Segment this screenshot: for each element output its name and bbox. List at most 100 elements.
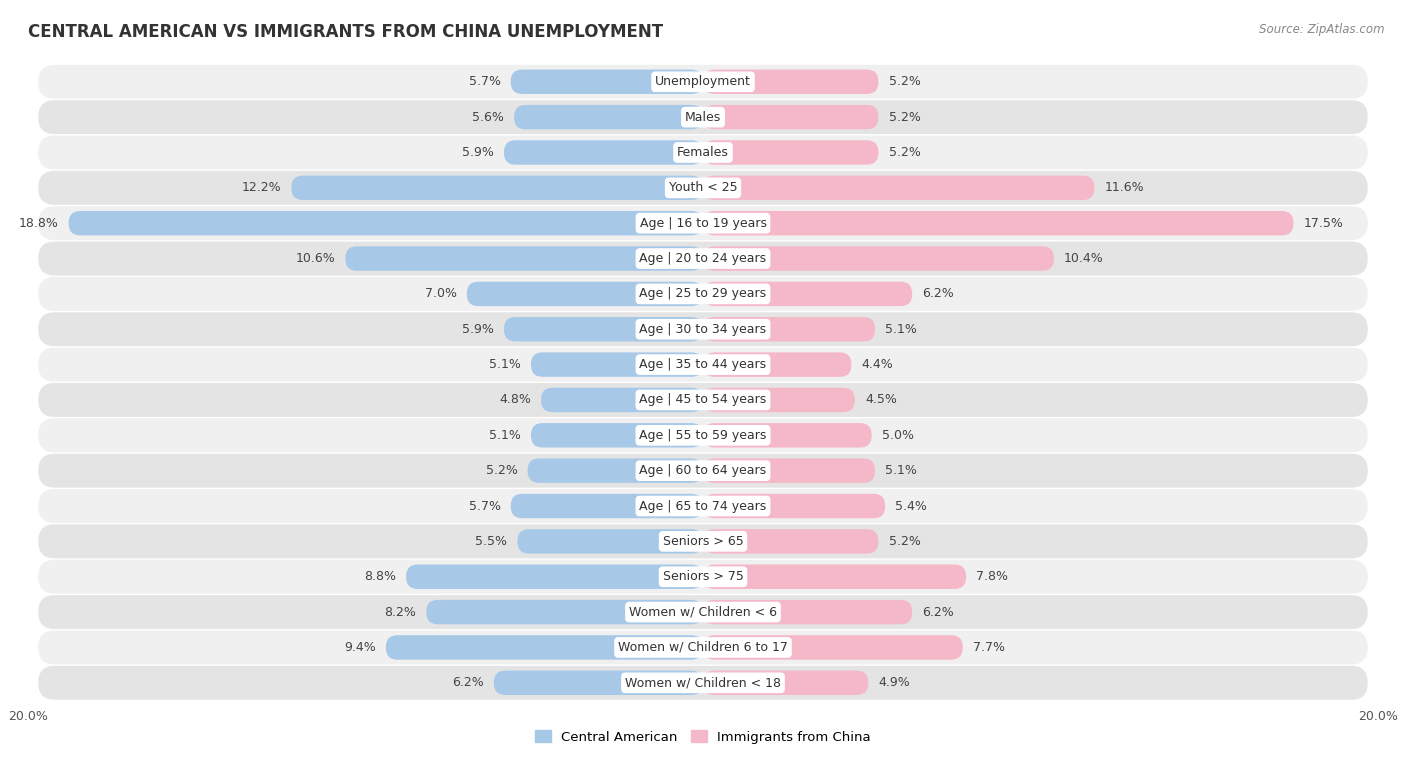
FancyBboxPatch shape	[38, 383, 1368, 417]
Text: 5.6%: 5.6%	[472, 111, 503, 123]
Text: 6.2%: 6.2%	[922, 288, 955, 301]
FancyBboxPatch shape	[703, 140, 879, 165]
FancyBboxPatch shape	[38, 631, 1368, 665]
FancyBboxPatch shape	[541, 388, 703, 412]
FancyBboxPatch shape	[38, 453, 1368, 488]
Text: 9.4%: 9.4%	[344, 641, 375, 654]
Text: 5.5%: 5.5%	[475, 535, 508, 548]
FancyBboxPatch shape	[703, 353, 852, 377]
FancyBboxPatch shape	[38, 136, 1368, 170]
Text: 10.6%: 10.6%	[295, 252, 335, 265]
FancyBboxPatch shape	[531, 423, 703, 447]
FancyBboxPatch shape	[503, 317, 703, 341]
FancyBboxPatch shape	[531, 353, 703, 377]
FancyBboxPatch shape	[503, 140, 703, 165]
FancyBboxPatch shape	[38, 206, 1368, 240]
FancyBboxPatch shape	[703, 529, 879, 553]
Text: CENTRAL AMERICAN VS IMMIGRANTS FROM CHINA UNEMPLOYMENT: CENTRAL AMERICAN VS IMMIGRANTS FROM CHIN…	[28, 23, 664, 41]
FancyBboxPatch shape	[703, 459, 875, 483]
FancyBboxPatch shape	[38, 313, 1368, 346]
Text: Age | 55 to 59 years: Age | 55 to 59 years	[640, 428, 766, 442]
Text: 7.7%: 7.7%	[973, 641, 1005, 654]
FancyBboxPatch shape	[703, 70, 879, 94]
Text: 5.1%: 5.1%	[489, 428, 520, 442]
FancyBboxPatch shape	[38, 419, 1368, 452]
Text: Women w/ Children 6 to 17: Women w/ Children 6 to 17	[619, 641, 787, 654]
Text: 5.2%: 5.2%	[485, 464, 517, 477]
FancyBboxPatch shape	[703, 211, 1294, 235]
FancyBboxPatch shape	[703, 105, 879, 129]
Text: 5.7%: 5.7%	[468, 75, 501, 89]
FancyBboxPatch shape	[703, 635, 963, 659]
Text: 4.9%: 4.9%	[879, 676, 910, 690]
FancyBboxPatch shape	[346, 246, 703, 271]
Text: 5.1%: 5.1%	[886, 322, 917, 336]
Text: Age | 30 to 34 years: Age | 30 to 34 years	[640, 322, 766, 336]
Text: Age | 25 to 29 years: Age | 25 to 29 years	[640, 288, 766, 301]
Text: Source: ZipAtlas.com: Source: ZipAtlas.com	[1260, 23, 1385, 36]
Text: Age | 20 to 24 years: Age | 20 to 24 years	[640, 252, 766, 265]
FancyBboxPatch shape	[703, 317, 875, 341]
FancyBboxPatch shape	[406, 565, 703, 589]
Text: Women w/ Children < 18: Women w/ Children < 18	[626, 676, 780, 690]
FancyBboxPatch shape	[517, 529, 703, 553]
Text: 10.4%: 10.4%	[1064, 252, 1104, 265]
FancyBboxPatch shape	[515, 105, 703, 129]
Text: 4.4%: 4.4%	[862, 358, 893, 371]
FancyBboxPatch shape	[291, 176, 703, 200]
Text: 5.2%: 5.2%	[889, 75, 921, 89]
FancyBboxPatch shape	[467, 282, 703, 306]
Text: Age | 16 to 19 years: Age | 16 to 19 years	[640, 217, 766, 229]
FancyBboxPatch shape	[38, 171, 1368, 205]
Text: Women w/ Children < 6: Women w/ Children < 6	[628, 606, 778, 618]
FancyBboxPatch shape	[494, 671, 703, 695]
Text: 5.9%: 5.9%	[463, 322, 494, 336]
FancyBboxPatch shape	[38, 347, 1368, 382]
Text: 18.8%: 18.8%	[18, 217, 59, 229]
FancyBboxPatch shape	[703, 423, 872, 447]
Text: Age | 35 to 44 years: Age | 35 to 44 years	[640, 358, 766, 371]
Text: 6.2%: 6.2%	[922, 606, 955, 618]
FancyBboxPatch shape	[38, 489, 1368, 523]
Text: 5.0%: 5.0%	[882, 428, 914, 442]
Text: 5.1%: 5.1%	[489, 358, 520, 371]
Text: 7.8%: 7.8%	[976, 570, 1008, 583]
Text: Females: Females	[678, 146, 728, 159]
FancyBboxPatch shape	[426, 600, 703, 625]
FancyBboxPatch shape	[703, 494, 886, 519]
Text: Seniors > 65: Seniors > 65	[662, 535, 744, 548]
Text: 5.2%: 5.2%	[889, 146, 921, 159]
Text: 4.5%: 4.5%	[865, 394, 897, 407]
FancyBboxPatch shape	[527, 459, 703, 483]
FancyBboxPatch shape	[510, 70, 703, 94]
Text: 7.0%: 7.0%	[425, 288, 457, 301]
FancyBboxPatch shape	[703, 246, 1054, 271]
Text: Age | 60 to 64 years: Age | 60 to 64 years	[640, 464, 766, 477]
Text: 17.5%: 17.5%	[1303, 217, 1344, 229]
FancyBboxPatch shape	[385, 635, 703, 659]
Text: 5.2%: 5.2%	[889, 535, 921, 548]
FancyBboxPatch shape	[38, 241, 1368, 276]
FancyBboxPatch shape	[38, 666, 1368, 699]
Text: 5.1%: 5.1%	[886, 464, 917, 477]
FancyBboxPatch shape	[510, 494, 703, 519]
FancyBboxPatch shape	[703, 671, 869, 695]
FancyBboxPatch shape	[703, 565, 966, 589]
FancyBboxPatch shape	[38, 595, 1368, 629]
Text: 11.6%: 11.6%	[1105, 182, 1144, 195]
Text: 8.2%: 8.2%	[384, 606, 416, 618]
Legend: Central American, Immigrants from China: Central American, Immigrants from China	[530, 725, 876, 749]
Text: Seniors > 75: Seniors > 75	[662, 570, 744, 583]
Text: 8.8%: 8.8%	[364, 570, 396, 583]
FancyBboxPatch shape	[38, 525, 1368, 559]
FancyBboxPatch shape	[38, 65, 1368, 98]
Text: 5.7%: 5.7%	[468, 500, 501, 512]
FancyBboxPatch shape	[703, 282, 912, 306]
Text: Males: Males	[685, 111, 721, 123]
Text: 5.9%: 5.9%	[463, 146, 494, 159]
FancyBboxPatch shape	[703, 388, 855, 412]
FancyBboxPatch shape	[38, 277, 1368, 311]
Text: 12.2%: 12.2%	[242, 182, 281, 195]
Text: Age | 65 to 74 years: Age | 65 to 74 years	[640, 500, 766, 512]
Text: 6.2%: 6.2%	[451, 676, 484, 690]
